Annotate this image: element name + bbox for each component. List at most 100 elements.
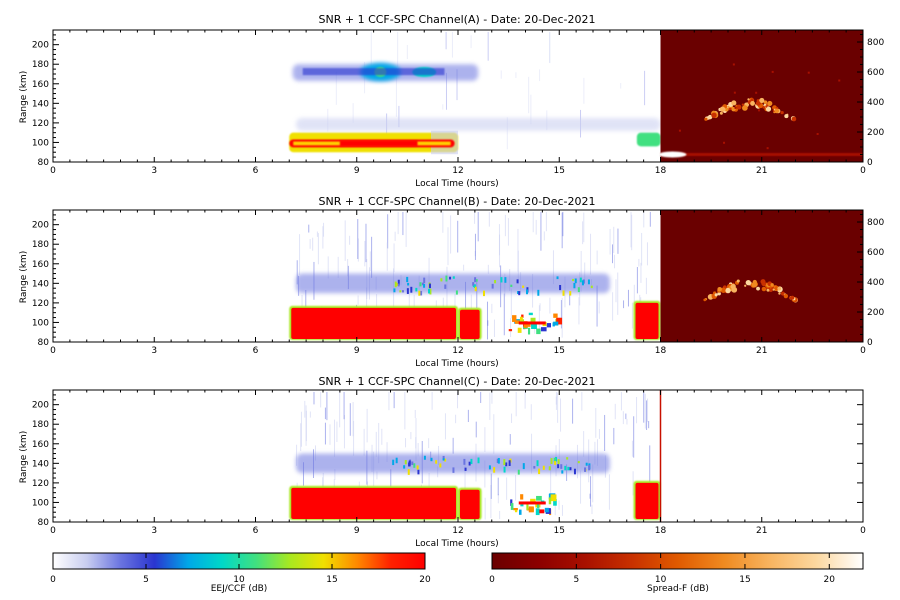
noise-streak <box>300 411 302 447</box>
noise-streak <box>583 77 585 104</box>
ccf-cell <box>435 460 438 464</box>
eej-patch-cell <box>536 495 542 501</box>
ccf-cell <box>428 283 431 289</box>
noise-streak <box>510 318 512 338</box>
noise-streak <box>509 434 511 445</box>
eej-patch-cell <box>552 322 555 327</box>
eej-patch-core <box>518 321 546 325</box>
colorbar-eej: 0 5 10 15 20 EEJ/CCF (dB) <box>50 552 431 594</box>
noise-streak <box>558 500 560 510</box>
colorbar-tick-label: 20 <box>824 575 836 585</box>
ccf-cell <box>500 277 503 283</box>
ccf-cell <box>581 280 584 286</box>
noise-streak <box>590 476 592 507</box>
noise-streak <box>393 243 395 272</box>
spreadf-echo-cell <box>724 107 729 112</box>
ccf-cell <box>406 276 409 283</box>
ccf-cell <box>536 460 539 467</box>
spreadf-noise <box>734 106 737 109</box>
ccf-cell <box>504 277 507 283</box>
noise-streak <box>596 439 598 466</box>
ccf-cell <box>473 284 476 289</box>
ccf-cell <box>493 467 496 473</box>
spreadf-echo-cell <box>774 108 780 114</box>
noise-streak <box>609 228 611 255</box>
panel-b-axes: 0 3 6 9 12 15 18 21 0801001201401601802000200400… <box>32 209 884 356</box>
panel-a-ylabel: Range (km) <box>19 71 29 123</box>
x-tick-label: 3 <box>151 166 157 176</box>
noise-streak <box>317 233 319 265</box>
noise-streak <box>589 493 591 499</box>
ccf-cell <box>475 279 478 282</box>
noise-streak <box>444 413 446 440</box>
noise-streak <box>535 219 537 235</box>
y-tick-label: 180 <box>32 60 49 70</box>
ccf-cell <box>553 457 556 463</box>
ccf-band <box>296 118 661 131</box>
noise-streak <box>369 251 371 272</box>
noise-streak <box>646 400 648 430</box>
noise-streak <box>515 391 517 417</box>
ccf-cell <box>477 457 480 464</box>
ccf-cell <box>455 290 458 295</box>
ccf-cell <box>423 283 426 288</box>
noise-streak <box>569 293 571 306</box>
x-tick-label: 9 <box>354 346 360 356</box>
noise-streak <box>480 391 482 403</box>
ccf-cell <box>572 278 575 282</box>
noise-streak <box>452 437 454 454</box>
ccf-cell <box>444 284 447 289</box>
right-tick-label: 800 <box>867 218 884 228</box>
noise-streak <box>349 403 351 436</box>
ccf-cell <box>503 466 506 473</box>
y-tick-label: 80 <box>38 518 50 528</box>
noise-streak <box>638 258 640 267</box>
x-tick-label: 3 <box>151 346 157 356</box>
noise-streak <box>352 402 354 437</box>
spreadf-noise <box>758 109 761 112</box>
spreadf-echo-cell <box>761 286 767 292</box>
noise-streak <box>631 302 633 329</box>
colorbar-tick-label: 0 <box>489 575 495 585</box>
noise-streak <box>608 474 610 510</box>
y-tick-label: 200 <box>32 41 49 51</box>
noise-streak <box>467 409 469 423</box>
ccf-cell <box>439 463 442 468</box>
y-tick-label: 100 <box>32 138 49 148</box>
eej-patch-cell <box>530 317 536 322</box>
noise-streak <box>487 31 489 61</box>
ccf-cell <box>574 278 577 284</box>
panel-a: SNR + 1 CCF-SPC Channel(A) - Date: 20-De… <box>19 13 884 189</box>
spreadf-echo-cell <box>717 291 721 296</box>
eej-patch-cell <box>510 499 513 506</box>
ccf-cell <box>421 282 424 286</box>
noise-streak <box>314 445 316 461</box>
ccf-cell <box>517 291 520 295</box>
colorbar-tick-label: 15 <box>326 575 337 585</box>
noise-streak <box>344 220 346 261</box>
spreadf-echo-cell <box>765 106 772 112</box>
ccf-cell <box>472 282 475 286</box>
eej-patch-cell <box>548 493 551 500</box>
ccf-cell <box>452 467 455 473</box>
noise-streak <box>334 469 336 480</box>
noise-streak <box>604 414 606 451</box>
noise-streak <box>417 443 419 457</box>
y-tick-label: 180 <box>32 240 49 250</box>
y-tick-label: 100 <box>32 498 49 508</box>
ccf-cell <box>418 290 421 296</box>
noise-streak <box>378 422 380 464</box>
ccf-cell <box>577 461 580 464</box>
eej-patch-cell <box>540 327 547 332</box>
spreadf-background <box>660 30 863 162</box>
ccf-cell <box>430 457 433 462</box>
noise-streak <box>477 211 479 242</box>
spreadf-noise <box>755 91 758 94</box>
noise-streak <box>614 254 616 269</box>
noise-streak <box>357 238 359 262</box>
noise-streak <box>456 69 458 101</box>
noise-streak <box>296 444 298 466</box>
noise-streak <box>451 31 453 58</box>
ccf-cell <box>394 281 397 288</box>
right-tick-label: 400 <box>867 278 884 288</box>
